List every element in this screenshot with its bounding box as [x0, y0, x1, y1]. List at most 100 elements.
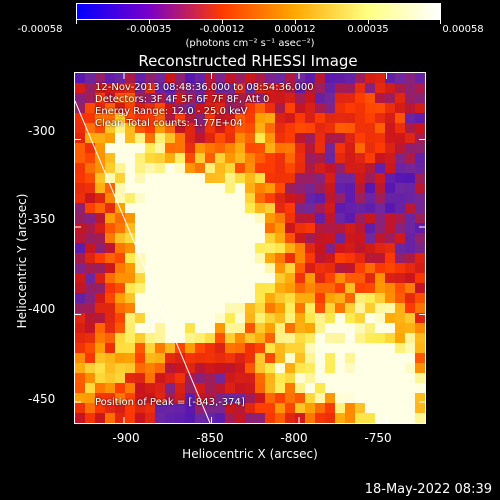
- image-pixel: [355, 413, 366, 423]
- image-pixel: [165, 153, 176, 164]
- image-pixel: [385, 183, 396, 194]
- image-pixel: [375, 203, 386, 214]
- image-pixel: [245, 163, 256, 174]
- image-pixel: [315, 93, 326, 104]
- image-pixel: [75, 143, 86, 154]
- image-pixel: [355, 133, 366, 144]
- image-pixel: [245, 233, 256, 244]
- image-pixel: [345, 173, 356, 184]
- image-pixel: [285, 173, 296, 184]
- image-pixel: [115, 303, 126, 314]
- image-pixel: [95, 123, 106, 134]
- image-pixel: [395, 153, 406, 164]
- image-pixel: [225, 73, 236, 84]
- image-pixel: [355, 283, 366, 294]
- image-pixel: [85, 83, 96, 94]
- image-pixel: [195, 313, 206, 324]
- image-pixel: [105, 123, 116, 134]
- image-pixel: [275, 183, 286, 194]
- image-pixel: [335, 263, 346, 274]
- image-pixel: [195, 253, 206, 264]
- image-pixel: [255, 363, 266, 374]
- image-pixel: [335, 133, 346, 144]
- image-pixel: [325, 163, 336, 174]
- image-pixel: [365, 253, 376, 264]
- image-pixel: [295, 233, 306, 244]
- image-pixel: [135, 293, 146, 304]
- image-pixel: [165, 253, 176, 264]
- image-pixel: [145, 113, 156, 124]
- image-pixel: [145, 303, 156, 314]
- image-pixel: [75, 293, 86, 304]
- image-pixel: [105, 353, 116, 364]
- image-pixel: [105, 413, 116, 423]
- image-pixel: [75, 203, 86, 214]
- image-pixel: [375, 333, 386, 344]
- image-pixel: [215, 403, 226, 414]
- image-pixel: [185, 173, 196, 184]
- image-pixel: [345, 333, 356, 344]
- image-pixel: [415, 133, 425, 144]
- image-pixel: [395, 263, 406, 274]
- image-pixel: [345, 373, 356, 384]
- image-pixel: [195, 203, 206, 214]
- image-pixel: [405, 313, 416, 324]
- image-pixel: [315, 383, 326, 394]
- image-pixel: [105, 383, 116, 394]
- image-pixel: [185, 113, 196, 124]
- image-pixel: [75, 223, 86, 234]
- image-pixel: [265, 413, 276, 423]
- image-pixel: [235, 383, 246, 394]
- image-pixel: [175, 143, 186, 154]
- image-pixel: [355, 153, 366, 164]
- image-pixel: [335, 293, 346, 304]
- image-pixel: [335, 303, 346, 314]
- image-pixel: [395, 133, 406, 144]
- image-pixel: [75, 163, 86, 174]
- image-pixel: [265, 253, 276, 264]
- image-pixel: [145, 233, 156, 244]
- image-pixel: [175, 393, 186, 404]
- image-pixel: [245, 363, 256, 374]
- image-pixel: [215, 373, 226, 384]
- image-pixel: [375, 343, 386, 354]
- image-pixel: [195, 133, 206, 144]
- image-pixel: [165, 353, 176, 364]
- image-pixel: [245, 263, 256, 274]
- image-pixel: [265, 213, 276, 224]
- image-pixel: [395, 233, 406, 244]
- image-pixel: [185, 163, 196, 174]
- image-pixel: [325, 213, 336, 224]
- image-pixel: [395, 333, 406, 344]
- colorbar-tick-label: 0.00012: [274, 24, 316, 35]
- image-pixel: [275, 203, 286, 214]
- image-pixel: [415, 213, 425, 224]
- image-pixel: [175, 273, 186, 284]
- image-pixel: [85, 373, 96, 384]
- image-pixel: [385, 323, 396, 334]
- image-pixel: [125, 73, 136, 84]
- image-pixel: [325, 343, 336, 354]
- image-pixel: [325, 193, 336, 204]
- image-pixel: [305, 153, 316, 164]
- image-pixel: [245, 273, 256, 284]
- image-pixel: [155, 333, 166, 344]
- image-pixel: [195, 283, 206, 294]
- image-pixel: [75, 303, 86, 314]
- image-pixel: [405, 353, 416, 364]
- image-pixel: [235, 253, 246, 264]
- image-pixel: [305, 83, 316, 94]
- image-pixel: [345, 123, 356, 134]
- image-pixel: [185, 363, 196, 374]
- image-pixel: [215, 73, 226, 84]
- image-pixel: [305, 373, 316, 384]
- image-pixel: [125, 283, 136, 294]
- image-pixel: [125, 93, 136, 104]
- image-pixel: [365, 273, 376, 284]
- image-pixel: [285, 343, 296, 354]
- image-pixel: [255, 413, 266, 423]
- image-pixel: [335, 153, 346, 164]
- image-pixel: [265, 383, 276, 394]
- image-pixel: [145, 293, 156, 304]
- image-pixel: [245, 303, 256, 314]
